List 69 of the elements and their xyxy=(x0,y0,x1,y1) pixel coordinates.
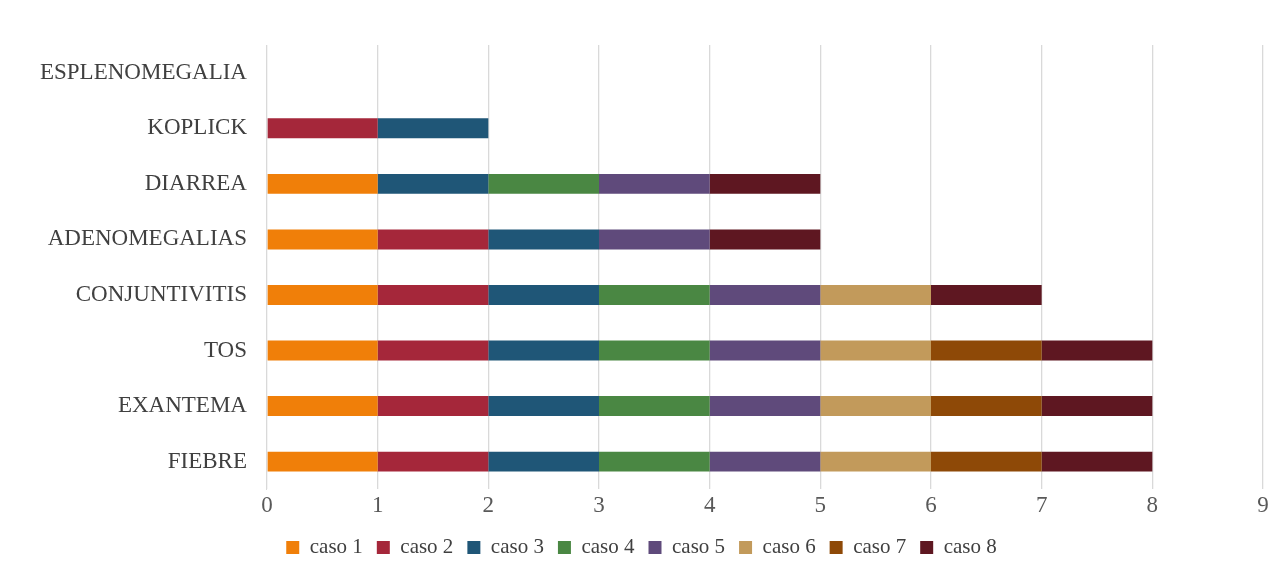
legend-label: caso 7 xyxy=(853,534,907,559)
bar xyxy=(1041,340,1153,361)
bar xyxy=(488,340,599,361)
bar xyxy=(267,396,378,417)
bar xyxy=(267,229,378,250)
bar xyxy=(488,451,599,472)
bar xyxy=(1041,396,1153,417)
y-tick-label: DIARREA xyxy=(144,169,248,195)
bar xyxy=(488,396,599,417)
bar xyxy=(377,284,489,305)
bar xyxy=(931,284,1042,305)
y-tick-label: EXANTEMA xyxy=(117,392,248,418)
bar xyxy=(267,451,378,472)
x-tick-label: 1 xyxy=(371,492,384,518)
x-tick-label: 8 xyxy=(1146,492,1159,518)
x-tick-label: 3 xyxy=(593,492,605,518)
bar xyxy=(488,229,599,250)
y-tick-label: CONJUNTIVITIS xyxy=(75,281,247,307)
bar xyxy=(598,340,710,361)
bar xyxy=(709,396,821,417)
bar xyxy=(709,451,821,472)
bar xyxy=(820,284,931,305)
bar xyxy=(488,173,599,194)
bar xyxy=(267,284,378,305)
bar xyxy=(820,451,931,472)
x-tick-label: 5 xyxy=(814,492,827,518)
legend-label: caso 5 xyxy=(672,534,726,559)
bar xyxy=(598,284,710,305)
bar xyxy=(377,229,489,250)
legend-label: caso 1 xyxy=(309,534,363,559)
bar xyxy=(377,340,489,361)
bar xyxy=(598,451,710,472)
legend-label: caso 8 xyxy=(943,534,997,559)
bar xyxy=(709,229,821,250)
bar xyxy=(377,396,489,417)
bar xyxy=(931,451,1042,472)
legend-label: caso 3 xyxy=(490,534,544,559)
bar xyxy=(709,340,821,361)
bar xyxy=(820,396,931,417)
x-tick-label: 4 xyxy=(703,492,716,518)
bar xyxy=(931,396,1042,417)
x-tick-label: 6 xyxy=(925,492,937,518)
bar xyxy=(488,284,599,305)
x-tick-label: 9 xyxy=(1257,492,1269,518)
bar xyxy=(931,340,1042,361)
bar xyxy=(709,173,821,194)
bar xyxy=(267,173,378,194)
legend-label: caso 2 xyxy=(400,534,454,559)
bar xyxy=(598,229,710,250)
y-tick-label: ADENOMEGALIAS xyxy=(47,225,247,251)
bar xyxy=(267,340,378,361)
legend-label: caso 4 xyxy=(581,534,635,559)
x-tick-label: 7 xyxy=(1035,492,1048,518)
y-tick-label: KOPLICK xyxy=(147,114,248,140)
bar xyxy=(1041,451,1153,472)
bar xyxy=(267,118,378,139)
bar xyxy=(377,173,489,194)
legend-label: caso 6 xyxy=(762,534,816,559)
y-tick-label: ESPLENOMEGALIA xyxy=(39,58,248,84)
x-tick-label: 2 xyxy=(482,492,495,518)
bar xyxy=(377,118,489,139)
y-tick-label: FIEBRE xyxy=(167,447,247,473)
bar xyxy=(598,396,710,417)
bar xyxy=(820,340,931,361)
bar xyxy=(598,173,710,194)
x-tick-label: 0 xyxy=(261,492,273,518)
bar xyxy=(709,284,821,305)
y-tick-label: TOS xyxy=(203,336,247,362)
bar xyxy=(377,451,489,472)
